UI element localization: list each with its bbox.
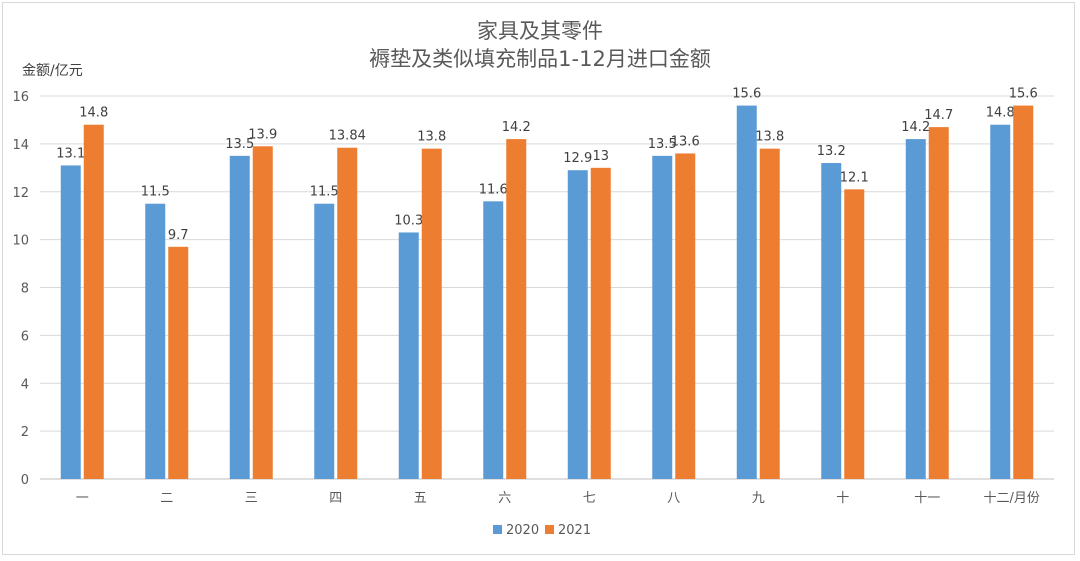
x-tick-label: 二 [160,491,173,506]
data-label-2021: 14.2 [502,120,531,135]
data-label-2020: 12.9 [563,151,592,166]
x-tick-label: 五 [414,491,427,506]
chart-title: 家具及其零件 [477,19,603,43]
data-label-2020: 11.5 [141,185,170,200]
y-axis-label: 金额/亿元 [22,63,83,79]
bar-2021 [928,127,949,480]
legend-swatch-2021 [545,525,554,534]
data-label-2021: 13.6 [671,134,700,149]
y-tick-label: 0 [21,473,29,488]
bar-2020 [736,105,757,479]
bar-2021 [759,148,780,479]
x-tick-label: 十一 [914,491,940,506]
bar-2020 [567,170,588,480]
bar-2020 [145,203,166,479]
bar-2020 [314,203,335,479]
y-tick-label: 2 [21,425,29,440]
x-tick-label: 七 [583,491,596,506]
data-label-2021: 15.6 [1009,87,1038,102]
x-tick-label: 四 [329,491,342,506]
data-label-2021: 13 [592,149,609,164]
data-label-2021: 13.8 [755,130,784,145]
x-tick-label: 六 [498,491,511,506]
legend-swatch-2020 [493,525,502,534]
bar-2020 [821,163,842,479]
data-label-2020: 13.5 [225,137,254,152]
legend-label: 2021 [558,523,591,538]
data-label-2021: 12.1 [840,170,869,185]
data-label-2021: 9.7 [168,228,189,243]
x-tick-label: 九 [752,491,765,506]
y-tick-label: 8 [21,282,29,297]
bar-2020 [229,155,250,479]
x-tick-label: 十 [836,491,849,506]
chart-subtitle: 褥垫及类似填充制品1-12月进口金额 [369,47,711,71]
legend-label: 2020 [506,523,539,538]
data-label-2021: 14.8 [79,106,108,121]
x-tick-label: 八 [667,491,680,506]
bar-2021 [421,148,442,479]
bar-2020 [398,232,419,479]
data-label-2020: 13.1 [56,146,85,161]
data-label-2020: 14.2 [901,120,930,135]
y-tick-label: 6 [21,329,29,344]
x-tick-label: 十二/月份 [984,491,1040,506]
bar-2020 [60,165,81,479]
y-tick-label: 4 [21,377,29,392]
data-label-2021: 13.9 [248,127,277,142]
bar-2021 [675,153,696,479]
bar-2020 [990,124,1011,479]
bar-2021 [337,147,358,479]
data-label-2020: 15.6 [732,87,761,102]
bar-2021 [168,246,189,479]
bar-2020 [652,155,673,479]
y-tick-label: 12 [12,186,29,201]
bar-2021 [590,167,611,479]
bar-2021 [844,189,865,479]
data-label-2020: 13.2 [817,144,846,159]
y-tick-label: 14 [12,138,29,153]
chart-frame [2,2,1075,555]
x-tick-label: 三 [245,491,258,506]
bar-2020 [483,201,504,479]
x-tick-label: 一 [76,491,89,506]
data-label-2020: 11.5 [310,185,339,200]
bar-2020 [905,139,926,479]
y-tick-label: 10 [12,234,29,249]
data-label-2020: 13.5 [648,137,677,152]
data-label-2021: 13.8 [417,130,446,145]
data-label-2020: 14.8 [986,106,1015,121]
data-label-2020: 10.3 [394,213,423,228]
data-label-2021: 14.7 [924,108,953,123]
bar-2021 [506,139,527,479]
bar-2021 [252,146,273,480]
bar-2021 [1013,105,1034,479]
data-label-2020: 11.6 [479,182,508,197]
data-label-2021: 13.84 [329,129,366,144]
bar-2021 [83,124,104,479]
y-tick-label: 16 [12,90,29,105]
